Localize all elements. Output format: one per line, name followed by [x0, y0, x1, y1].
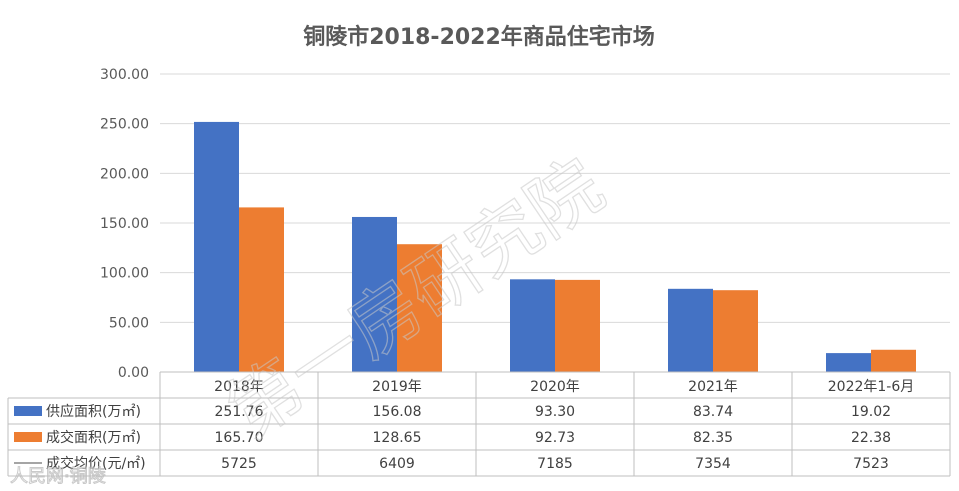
data-label: 7354 [695, 456, 731, 472]
y-tick-label: 300.00 [100, 67, 149, 83]
x-tick-label: 2020年 [530, 379, 580, 395]
data-label: 22.38 [851, 430, 891, 446]
data-label: 19.02 [851, 404, 891, 420]
legend-label: 成交面积(万㎡) [46, 429, 141, 446]
y-tick-label: 200.00 [100, 166, 149, 182]
y-tick-label: 100.00 [100, 266, 149, 282]
data-label: 92.73 [535, 430, 575, 446]
source-watermark: 人民网·铜陵 [10, 466, 106, 487]
bar-supply-1 [352, 216, 397, 372]
y-tick-label: 0.00 [118, 365, 149, 381]
bar-supply-2 [510, 279, 555, 372]
y-axis-ticks: 0.00 50.00 100.00 150.00 200.00 250.00 300.00 [100, 67, 149, 381]
data-label: 6409 [379, 456, 415, 472]
data-label: 5725 [221, 456, 257, 472]
bar-supply-4 [826, 353, 871, 372]
data-label: 165.70 [215, 430, 264, 446]
x-tick-label: 2022年1-6月 [828, 379, 915, 395]
bars [194, 121, 916, 373]
data-label: 128.65 [373, 430, 422, 446]
legend-swatch-1 [14, 432, 42, 442]
y-tick-label: 250.00 [100, 117, 149, 133]
legend-label: 成交均价(元/㎡) [46, 455, 146, 472]
bar-deal-1 [397, 244, 442, 372]
data-label: 7185 [537, 456, 573, 472]
bar-deal-2 [555, 279, 600, 372]
bar-supply-0 [194, 121, 239, 373]
bar-supply-3 [668, 288, 713, 372]
data-label: 93.30 [535, 404, 575, 420]
data-label: 82.35 [693, 430, 733, 446]
data-label: 156.08 [373, 404, 422, 420]
legend-label: 供应面积(万㎡) [46, 403, 141, 420]
legend-swatch-0 [14, 406, 42, 416]
y-tick-label: 50.00 [109, 315, 149, 331]
gridlines [160, 73, 950, 373]
x-tick-label: 2018年 [214, 379, 264, 395]
x-tick-label: 2019年 [372, 379, 422, 395]
x-tick-label: 2021年 [688, 379, 738, 395]
bar-deal-3 [713, 290, 758, 372]
bar-deal-0 [239, 207, 284, 372]
chart-title: 铜陵市2018-2022年商品住宅市场 [303, 24, 655, 50]
data-label: 83.74 [693, 404, 733, 420]
data-label: 251.76 [215, 404, 264, 420]
bar-deal-4 [871, 349, 916, 372]
data-label: 7523 [853, 456, 889, 472]
y-tick-label: 150.00 [100, 216, 149, 232]
